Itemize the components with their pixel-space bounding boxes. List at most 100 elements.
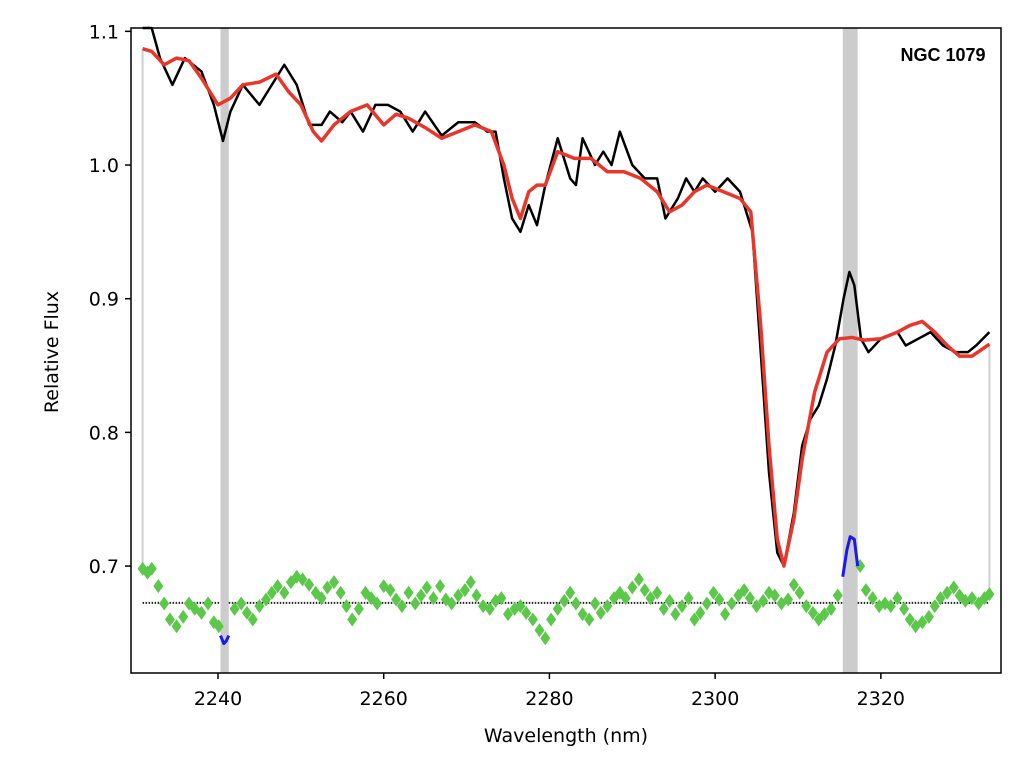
residual-point [627,580,638,595]
residual-point [416,588,426,603]
residual-point [832,588,843,603]
residual-point [391,592,402,607]
residual-point [720,607,731,622]
y-tick-label: 1.1 [89,21,119,43]
residual-point [923,609,934,624]
residual-point [670,607,681,622]
x-axis-title: Wavelength (nm) [484,725,648,747]
residual-point [689,612,700,627]
residual-point [860,583,871,598]
residual-point [396,599,407,614]
residual-point [410,596,421,611]
residual-point [297,572,308,587]
residual-point [341,599,352,614]
residuals-layer [137,535,995,646]
residual-point [546,612,557,627]
residual-point [701,596,712,611]
residual-point [353,601,364,616]
y-axis-title: Relative Flux [41,291,63,413]
y-tick-label: 0.7 [89,556,119,578]
residual-point [565,585,576,600]
residual-point [783,592,794,607]
residual-point [496,591,507,606]
residual-point [577,607,588,622]
residual-point [652,585,663,600]
residual-point [708,585,719,600]
residual-point [196,605,207,620]
residual-point [917,615,928,630]
residual-point [683,591,694,606]
masked-band-0 [220,28,229,673]
annotation-label-0: NGC 1079 [900,45,985,65]
residual-point [146,561,157,576]
residual-point [633,572,644,587]
residual-point [229,601,240,616]
residual-point [347,612,358,627]
residual-point [595,605,606,620]
residual-point [236,596,247,611]
residual-point [534,623,545,638]
residual-point [807,605,818,620]
x-tick-label: 2260 [360,688,408,710]
residual-point [744,591,755,606]
residual-point [570,596,581,611]
residual-point [316,591,327,606]
residual-point [266,585,277,600]
residual-point [446,596,457,611]
residual-point [159,596,170,611]
residual-point [515,599,526,614]
residual-point [521,605,532,620]
residual-point [164,612,175,627]
residual-point [453,588,464,603]
x-tick-label: 2280 [525,688,573,710]
residual-point [984,587,995,602]
axes: 2240 2260 2280 2300 2320 0.7 0.8 0.9 1.0 1.1 [89,21,1002,710]
residual-point [948,580,959,595]
masked-residual-line-1 [841,535,860,577]
residual-point [213,619,224,634]
residual-point [892,591,903,606]
residual-point [552,601,563,616]
x-tick-label: 2300 [691,688,739,710]
residual-point [279,585,290,600]
residual-point [459,583,470,598]
residual-point [904,612,915,627]
residual-point [261,592,272,607]
residual-point [484,601,495,616]
model-fit-line [142,47,991,568]
residual-point [178,609,189,624]
residual-point [602,599,613,614]
residual-point [967,591,977,606]
residual-point [471,588,482,603]
residual-point [639,583,650,598]
observed-spectrum-line [142,26,991,568]
residual-point [645,591,656,606]
y-tick-label: 0.8 [89,422,119,444]
residual-point [677,599,687,614]
residual-point [372,596,383,611]
residual-point [788,577,799,592]
residual-point [819,607,830,622]
masked-bands [220,28,858,673]
residual-point [769,588,780,603]
residual-point [247,612,258,627]
residual-point [794,585,805,600]
residual-point [726,596,737,611]
x-tick-label: 2240 [194,688,242,710]
residual-point [584,612,595,627]
residual-point [465,575,476,590]
residual-point [503,607,513,622]
residual-point [714,592,725,607]
fit-range-markers [141,48,991,595]
residual-point [304,577,315,592]
x-tick-label: 2320 [857,688,905,710]
residual-point [867,591,878,606]
residual-point [739,583,750,598]
residual-point [801,599,812,614]
residual-point [335,585,346,600]
residual-point [385,583,396,598]
residual-point [153,579,164,594]
residual-point [935,591,946,606]
